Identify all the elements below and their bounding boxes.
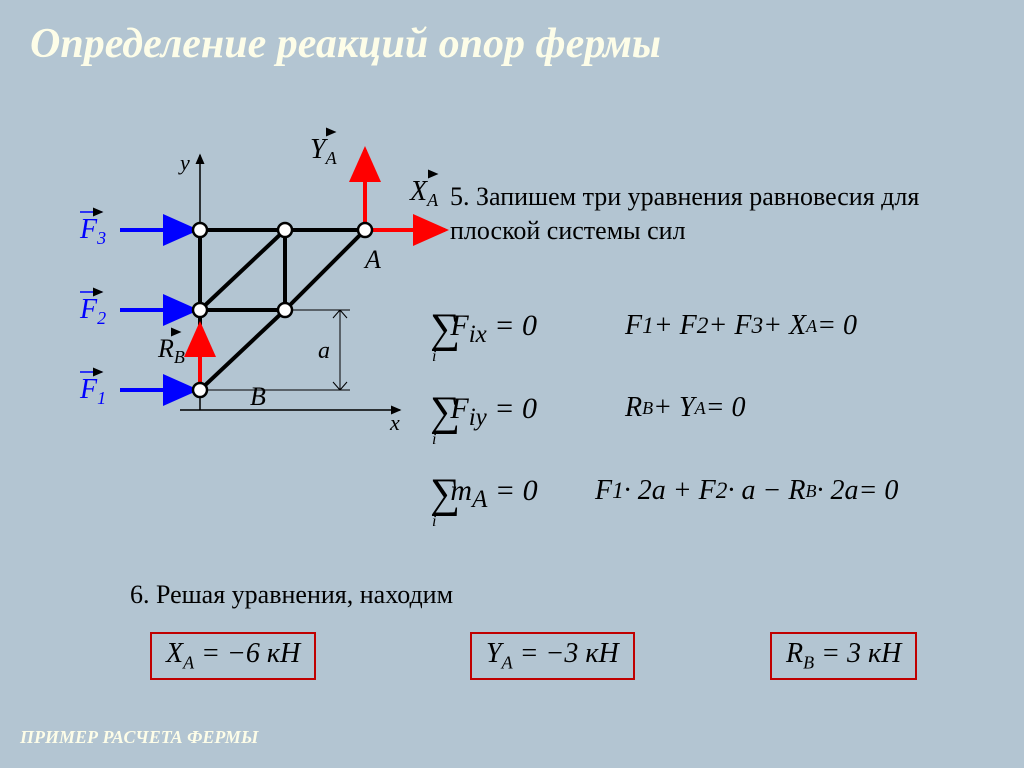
x-axis-label: x bbox=[389, 410, 400, 435]
answer-ya: YA = −3 кН bbox=[470, 632, 635, 680]
slide: Определение реакций опор фермы y x bbox=[0, 0, 1024, 768]
footer: ПРИМЕР РАСЧЕТА ФЕРМЫ bbox=[20, 727, 258, 748]
eq-sum-fy: ∑i Fiy = 0 bbox=[430, 388, 537, 436]
step5-text: 5. Запишем три уравнения равновесия для … bbox=[450, 180, 970, 248]
answer-xa: XA = −6 кН bbox=[150, 632, 316, 680]
diagram-svg: y x F1F2F3 RB YA XA bbox=[100, 140, 440, 450]
eq-fx-expanded: F1 + F2 + F3 + XA = 0 bbox=[625, 310, 857, 342]
node-b-label: B bbox=[250, 382, 266, 411]
dim-a-label: a bbox=[318, 338, 330, 364]
reaction-ya-label: YA bbox=[310, 134, 338, 168]
reaction-rb-label: RB bbox=[157, 334, 185, 367]
truss-diagram: y x F1F2F3 RB YA XA bbox=[100, 140, 420, 440]
step5-num: 5. bbox=[450, 182, 470, 211]
step6-num: 6. bbox=[130, 580, 150, 609]
answer-rb: RB = 3 кН bbox=[770, 632, 917, 680]
step5-body: Запишем три уравнения равновесия для пло… bbox=[450, 182, 919, 245]
eq-sum-m: ∑i mA = 0 bbox=[430, 470, 538, 518]
step6-body: Решая уравнения, находим bbox=[156, 580, 453, 609]
eq-fy-expanded: RB + YA = 0 bbox=[625, 392, 745, 424]
applied-forces: F1 F2 F3 bbox=[79, 212, 195, 408]
reaction-xa-label: XA bbox=[409, 176, 439, 210]
svg-text:F1: F1 bbox=[79, 374, 106, 408]
y-axis-label: y bbox=[178, 150, 190, 175]
eq-m-expanded: F1 · 2a + F2 · a − RB · 2a = 0 bbox=[595, 475, 898, 507]
node-a-label: A bbox=[363, 245, 381, 274]
svg-text:F2: F2 bbox=[79, 294, 106, 328]
eq-sum-fx: ∑i Fix = 0 bbox=[430, 305, 537, 353]
svg-text:F3: F3 bbox=[79, 214, 106, 248]
page-title: Определение реакций опор фермы bbox=[30, 20, 661, 68]
step6-text: 6. Решая уравнения, находим bbox=[130, 580, 453, 610]
